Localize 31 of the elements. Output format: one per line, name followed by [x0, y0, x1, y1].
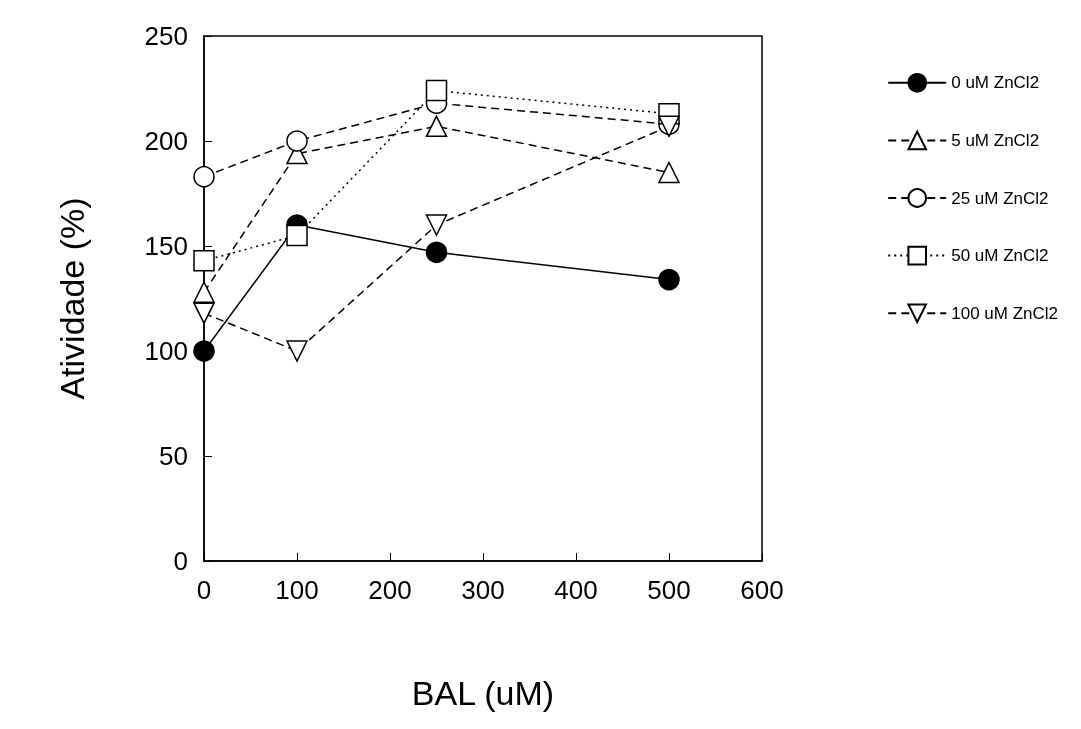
y-tick-label: 0: [173, 546, 188, 576]
point: [286, 224, 308, 247]
y-axis-title: Atividade (%): [53, 197, 91, 400]
legend-label: 5 uM ZnCl2: [951, 130, 1040, 150]
x-axis-title: BAL (uM): [411, 674, 555, 712]
point: [193, 340, 215, 362]
legend-label: 0 uM ZnCl2: [951, 73, 1040, 93]
point: [425, 214, 448, 236]
y-tick-label: 200: [144, 126, 188, 156]
point: [193, 249, 215, 272]
x-tick-label: 0: [196, 575, 212, 605]
legend-label: 100 uM ZnCl2: [951, 303, 1059, 323]
x-tick-label: 100: [275, 575, 319, 605]
point: [193, 165, 215, 188]
x-tick-label: 500: [647, 575, 691, 605]
point: [286, 340, 308, 362]
y-tick-label: 100: [144, 336, 188, 366]
x-tick-label: 300: [461, 575, 505, 605]
x-tick-label: 600: [740, 575, 784, 605]
point: [193, 281, 215, 303]
y-tick-label: 50: [159, 441, 188, 471]
y-tick-label: 250: [144, 21, 188, 51]
x-tick-label: 200: [368, 575, 412, 605]
point: [658, 268, 680, 291]
legend-label: 50 uM ZnCl2: [951, 246, 1049, 266]
x-tick-label: 400: [554, 575, 598, 605]
point: [425, 241, 448, 264]
point: [286, 130, 308, 152]
point: [425, 79, 448, 102]
y-tick-label: 150: [144, 231, 188, 261]
legend-label: 25 uM ZnCl2: [951, 188, 1049, 208]
